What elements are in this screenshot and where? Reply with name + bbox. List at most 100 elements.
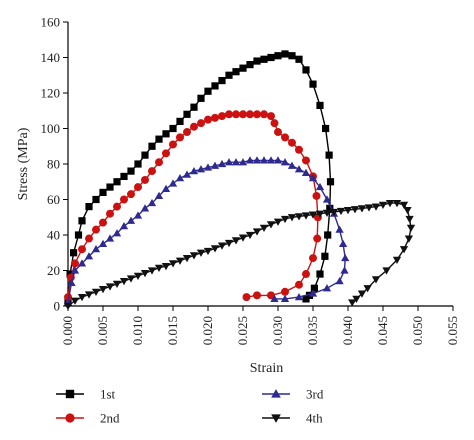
legend-marker — [65, 389, 75, 399]
data-point-3rd — [245, 156, 255, 164]
legend-marker — [271, 414, 281, 423]
data-point-3rd — [196, 165, 206, 173]
legend-marker — [271, 389, 281, 398]
data-point-2nd — [270, 119, 279, 128]
data-point-3rd — [224, 158, 234, 166]
data-point-3rd — [70, 266, 80, 274]
data-point-2nd — [106, 209, 114, 218]
series-line-2nd — [67, 113, 319, 298]
data-point-2nd — [148, 167, 156, 176]
data-point-1st — [106, 183, 114, 191]
data-point-1st — [85, 203, 93, 211]
data-point-4th — [329, 208, 339, 217]
data-point-4th — [287, 214, 297, 222]
data-point-3rd — [105, 234, 115, 242]
data-point-3rd — [322, 284, 332, 292]
data-point-3rd — [315, 182, 325, 191]
data-point-3rd — [210, 161, 220, 169]
data-point-1st — [169, 124, 177, 133]
data-point-1st — [260, 55, 268, 63]
legend-item-3rd: 3rd — [262, 387, 324, 402]
data-point-4th — [336, 207, 346, 216]
series-2nd — [64, 110, 322, 302]
data-point-1st — [218, 76, 226, 85]
data-point-3rd — [259, 156, 269, 164]
data-point-4th — [343, 207, 353, 215]
data-point-4th — [245, 231, 255, 240]
x-axis-ticks: 0.000 0.005 0.010 0.015 0.020 0.025 0.030 0.035… — [60, 306, 460, 345]
y-tick-label: 120 — [41, 86, 61, 101]
data-point-4th — [363, 285, 372, 293]
y-tick-label: 80 — [47, 157, 60, 172]
data-point-4th — [224, 239, 234, 248]
data-point-3rd — [91, 245, 101, 253]
y-axis-ticks: 0 20 40 60 80 100 120 140 160 — [41, 15, 68, 314]
data-point-1st — [141, 151, 149, 159]
data-point-3rd — [175, 174, 185, 182]
data-point-3rd — [252, 156, 262, 164]
data-point-4th — [98, 286, 108, 294]
data-point-1st — [78, 217, 86, 225]
data-point-1st — [324, 231, 332, 239]
data-point-3rd — [231, 158, 241, 166]
data-point-3rd — [161, 184, 171, 192]
legend-item-2nd: 2nd — [56, 411, 120, 426]
data-point-3rd — [335, 225, 344, 233]
data-point-4th — [259, 224, 269, 233]
data-point-1st — [74, 231, 83, 239]
data-point-4th — [399, 201, 409, 209]
series-line-1st — [67, 53, 332, 303]
data-point-1st — [321, 252, 329, 260]
data-point-2nd — [190, 122, 198, 131]
data-point-2nd — [239, 110, 247, 119]
data-point-4th — [350, 206, 360, 214]
data-point-2nd — [85, 234, 93, 243]
data-point-2nd — [281, 133, 289, 142]
data-point-4th — [238, 234, 248, 242]
data-point-4th — [371, 203, 381, 211]
data-point-1st — [148, 142, 156, 150]
data-point-2nd — [197, 119, 205, 128]
data-point-4th — [405, 215, 414, 224]
data-point-2nd — [288, 138, 296, 147]
data-point-3rd — [340, 266, 349, 274]
data-point-1st — [246, 61, 254, 69]
data-point-3rd — [308, 289, 318, 297]
data-point-4th — [266, 221, 276, 229]
data-point-4th — [385, 199, 395, 208]
y-tick-label: 40 — [47, 228, 60, 243]
data-point-3rd — [98, 239, 108, 247]
data-point-3rd — [294, 292, 304, 301]
data-point-1st — [316, 101, 324, 110]
data-point-1st — [120, 172, 128, 181]
data-point-3rd — [67, 278, 76, 287]
data-point-3rd — [308, 174, 318, 182]
data-point-1st — [295, 55, 303, 63]
data-point-2nd — [232, 110, 240, 119]
data-point-2nd — [99, 218, 107, 227]
data-point-3rd — [77, 259, 87, 267]
data-point-2nd — [92, 225, 100, 234]
data-point-2nd — [155, 158, 163, 167]
data-point-2nd — [242, 293, 251, 302]
data-point-4th — [382, 267, 391, 275]
legend-label: 4th — [306, 411, 323, 426]
data-point-1st — [232, 68, 240, 76]
data-point-4th — [357, 205, 367, 213]
x-tick-label: 0.030 — [270, 316, 285, 345]
data-point-4th — [406, 224, 416, 233]
data-point-4th — [175, 257, 185, 265]
x-tick-label: 0.020 — [200, 316, 215, 345]
data-point-1st — [99, 188, 107, 196]
x-tick-label: 0.050 — [410, 316, 425, 345]
data-point-2nd — [169, 140, 177, 149]
data-point-3rd — [287, 161, 297, 169]
data-point-4th — [210, 245, 220, 253]
data-point-3rd — [126, 216, 136, 224]
data-point-3rd — [280, 158, 290, 166]
data-point-4th — [70, 297, 80, 305]
data-point-1st — [190, 103, 198, 111]
data-point-4th — [231, 237, 241, 245]
data-point-2nd — [313, 234, 322, 243]
data-point-4th — [63, 302, 73, 311]
